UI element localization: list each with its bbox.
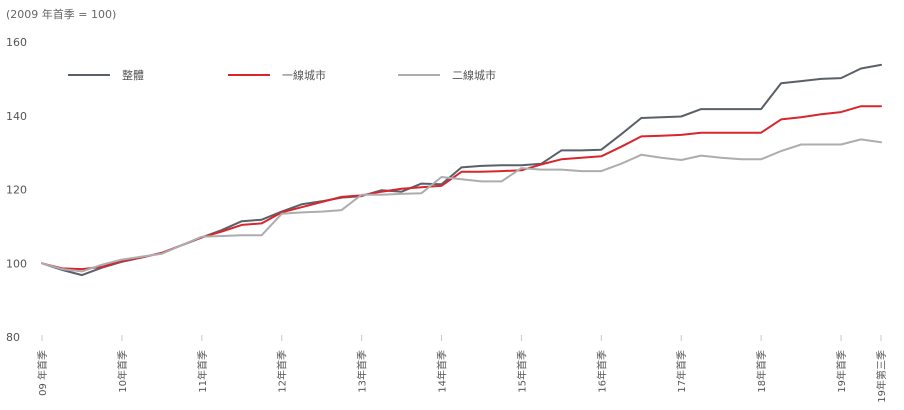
- y-tick-label: 160: [6, 36, 27, 49]
- y-tick-label: 100: [6, 257, 27, 270]
- series-line-3: [41, 138, 882, 273]
- unit-note: (2009 年首季 = 100): [6, 8, 117, 21]
- x-tick-label: 19年第三季: [875, 350, 888, 403]
- series-line-2: [41, 105, 882, 271]
- x-tick-label: 11年首季: [196, 350, 209, 393]
- series-line-1: [41, 63, 882, 277]
- legend-label-2: 一線城市: [282, 68, 326, 82]
- x-tick-label: 15年首季: [515, 350, 528, 393]
- x-tick-label: 14年首季: [436, 350, 449, 393]
- x-tick-label: 18年首季: [755, 350, 768, 393]
- x-tick-label: 10年首季: [116, 350, 129, 393]
- x-tick-label: 17年首季: [675, 350, 688, 393]
- x-tick-label: 16年首季: [595, 350, 608, 393]
- legend-label-3: 二線城市: [452, 68, 496, 82]
- x-tick-label: 12年首季: [276, 350, 289, 393]
- legend-label-1: 整體: [122, 68, 144, 82]
- x-tick-label: 13年首季: [356, 350, 369, 393]
- y-tick-label: 120: [6, 184, 27, 197]
- x-tick-label: 19年首季: [835, 350, 848, 393]
- y-tick-label: 140: [6, 110, 27, 123]
- x-tick-label: 09 年首季: [36, 350, 49, 396]
- y-tick-label: 80: [6, 331, 20, 344]
